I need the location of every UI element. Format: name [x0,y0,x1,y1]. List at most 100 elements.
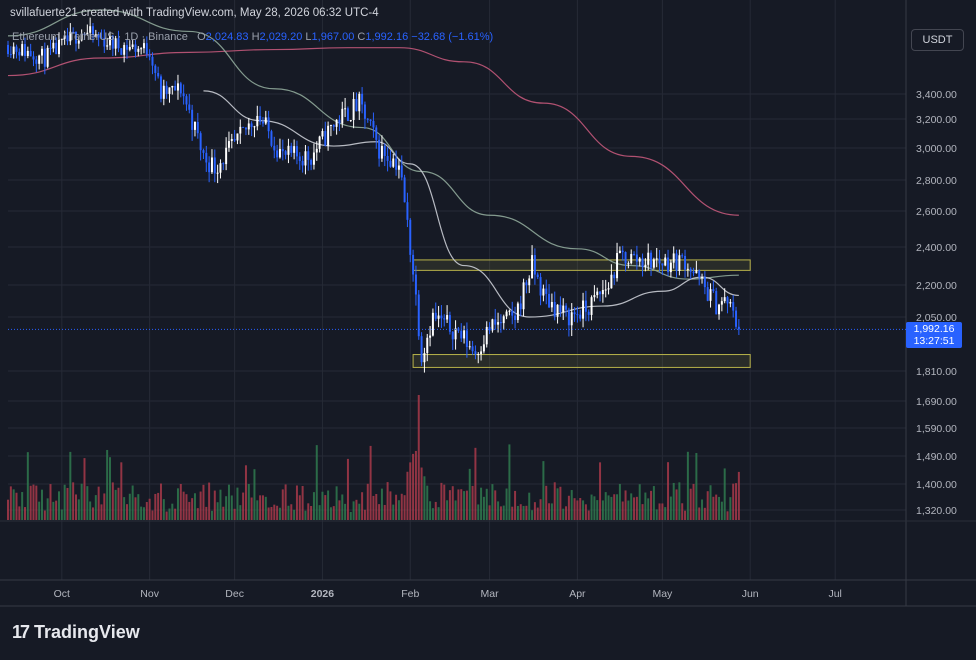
candle-body [21,44,24,56]
volume-bar [239,505,242,520]
x-tick-label: May [652,588,673,600]
currency-button[interactable]: USDT [911,29,964,51]
candle-body [230,138,233,142]
volume-bar [375,493,378,520]
volume-bar [601,500,604,520]
candle-body [604,289,607,291]
candle-body [386,155,389,161]
x-tick-label: 2026 [311,588,335,600]
candle-body [474,351,477,355]
chart-credit: svillafuerte21 created with TradingView.… [10,7,379,19]
volume-bar [735,483,738,520]
volume-bar [627,500,630,520]
candle-body [562,305,565,313]
candle-body [545,288,548,294]
x-tick-label: Mar [481,588,500,600]
candle-body [706,287,709,301]
candle-body [233,138,236,141]
candle-body [46,47,49,67]
volume-bar [151,510,154,520]
volume-bar [417,395,420,520]
candle-body [522,282,525,310]
candle-body [290,145,293,153]
volume-bar [366,483,369,520]
candle-body [644,264,647,267]
candle-body [332,124,335,127]
volume-bar [91,507,94,520]
candle-body [630,253,633,264]
candle-body [584,300,587,312]
volume-bar [672,482,675,520]
candle-body [66,35,69,42]
candle-body [616,253,619,279]
candle-body [556,304,559,317]
candle-body [397,165,400,170]
volume-bar [128,493,131,520]
candle-body [463,330,466,339]
candle-body [185,96,188,105]
candle-body [675,253,678,271]
candle-body [412,254,415,275]
candle-body [225,147,228,165]
candle-body [669,262,672,273]
candle-body [723,297,726,302]
volume-bar [570,490,573,520]
volume-bar [380,488,383,520]
candle-body [57,39,60,55]
candle-body [375,127,378,140]
candle-body [431,312,434,336]
volume-bar [315,445,318,520]
volume-bar [293,509,296,520]
volume-bar [12,489,15,520]
volume-bar [729,497,732,520]
support-zone [412,354,751,368]
volume-bar [227,484,230,520]
volume-bar [494,490,497,520]
volume-bar [508,444,511,520]
candle-body [168,87,171,94]
volume-bar [15,492,18,520]
volume-bar [720,501,723,520]
volume-bar [480,487,483,520]
volume-bar [332,506,335,520]
candle-body [293,146,296,153]
volume-bar [607,495,610,520]
volume-bar [505,488,508,520]
volume-bar [712,496,715,520]
bar-countdown: 13:27:51 [913,335,955,347]
volume-bar [460,489,463,520]
candle-body [298,156,301,161]
candle-body [247,123,250,130]
candle-body [242,126,245,128]
candle-body [652,259,655,268]
candle-body [403,177,406,203]
candle-body [154,65,157,73]
candle-body [281,148,284,152]
candle-body [692,271,695,274]
candle-body [264,117,267,124]
candle-body [301,160,304,166]
x-tick-label: Nov [140,588,159,600]
volume-bar [225,496,228,520]
volume-bar [171,503,174,520]
candle-body [610,274,613,289]
candle-body [667,257,670,273]
volume-bar [463,491,466,520]
volume-bar [590,494,593,520]
candle-body [361,93,364,105]
candle-body [655,258,658,260]
volume-bar [103,493,106,520]
candle-body [726,297,729,304]
candle-body [29,50,32,57]
volume-bar [446,500,449,520]
volume-bar [531,510,534,520]
candle-body [491,319,494,331]
volume-bar [378,504,381,520]
volume-bars [7,395,740,520]
volume-bar [264,496,267,520]
candle-body [108,35,111,46]
candle-body [276,150,279,158]
candle-body [250,123,253,128]
candle-body [77,40,80,44]
